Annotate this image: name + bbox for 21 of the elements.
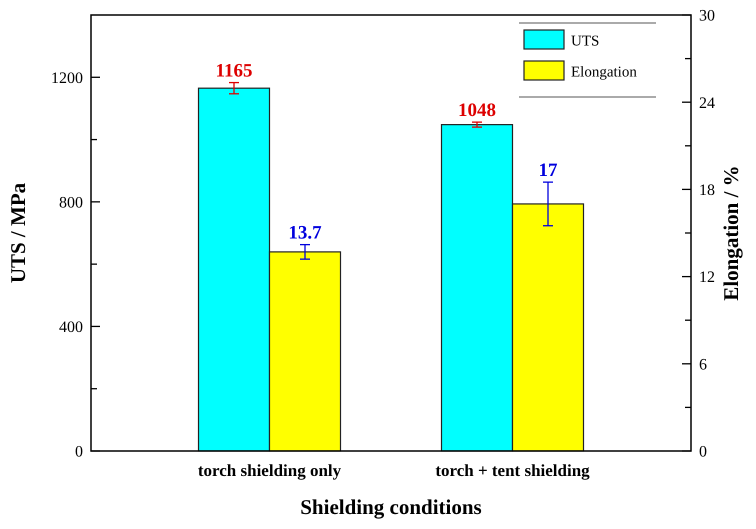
y2-tick-label: 0	[699, 444, 707, 461]
data-label: 1048	[458, 100, 496, 122]
data-label: 13.7	[288, 222, 322, 244]
x-tick-label: torch shielding only	[198, 461, 342, 480]
y2-tick-label: 12	[699, 269, 715, 286]
y2-tick-label: 18	[699, 182, 715, 199]
y-axis-title: UTS / MPa	[6, 182, 30, 284]
y2-tick-label: 24	[699, 94, 715, 112]
y-tick-label: 800	[59, 194, 83, 212]
data-label: 17	[538, 160, 558, 182]
y2-axis-title: Elongation / %	[719, 165, 743, 301]
legend-label: Elongation	[571, 64, 638, 80]
x-axis-title: Shielding conditions	[300, 495, 482, 519]
y-tick-label: 1200	[51, 70, 83, 87]
legend-label: UTS	[571, 33, 600, 50]
y-tick-label: 400	[59, 319, 83, 336]
y2-tick-label: 6	[699, 356, 707, 374]
y-tick-label: 0	[75, 444, 83, 461]
data-label: 1165	[216, 60, 252, 82]
y2-tick-label: 30	[699, 8, 715, 25]
x-tick-label: torch + tent shielding	[435, 461, 590, 480]
